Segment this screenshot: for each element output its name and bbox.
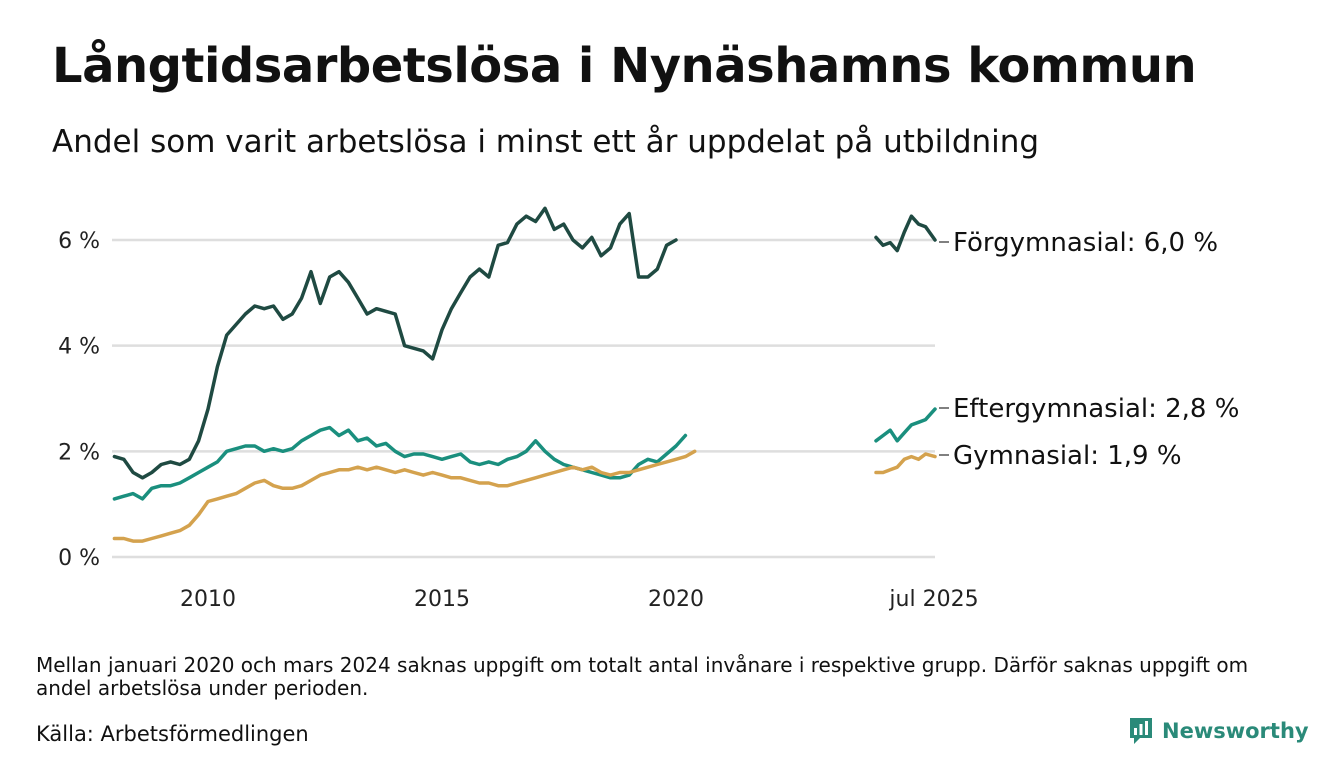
x-tick-label: jul 2025	[888, 587, 978, 612]
x-tick-label: 2015	[414, 587, 470, 612]
end-label-förgymnasial: Förgymnasial: 6,0 %	[953, 228, 1218, 258]
series-line-eftergymnasial	[874, 407, 937, 443]
newsworthy-logo-icon	[1130, 718, 1152, 744]
series-lines	[112, 206, 937, 543]
y-axis-ticks: 0 % 2 % 4 % 6 %	[58, 229, 100, 571]
series-line-förgymnasial	[874, 214, 937, 253]
series-line-gymnasial	[112, 449, 697, 543]
end-label-gymnasial: Gymnasial: 1,9 %	[953, 441, 1182, 471]
y-tick-label: 0 %	[58, 546, 100, 571]
footnote: Mellan januari 2020 och mars 2024 saknas…	[36, 653, 1249, 700]
grid-lines	[112, 238, 935, 559]
chart-title: Långtidsarbetslösa i Nynäshamns kommun	[52, 38, 1197, 94]
brand-name: Newsworthy	[1162, 719, 1309, 743]
chart-subtitle: Andel som varit arbetslösa i minst ett å…	[52, 124, 1040, 160]
y-tick-label: 6 %	[58, 229, 100, 254]
end-label-eftergymnasial: Eftergymnasial: 2,8 %	[953, 394, 1239, 424]
line-chart: 0 % 2 % 4 % 6 % 2010 2015 2020 jul 2025 Förgym…	[58, 206, 1239, 612]
source-text: Källa: Arbetsförmedlingen	[36, 722, 309, 746]
y-tick-label: 2 %	[58, 440, 100, 465]
series-line-förgymnasial	[112, 206, 678, 480]
series-line-eftergymnasial	[112, 425, 688, 501]
x-tick-label: 2010	[180, 587, 236, 612]
x-axis-ticks: 2010 2015 2020 jul 2025	[180, 587, 979, 612]
y-tick-label: 4 %	[58, 335, 100, 360]
series-line-gymnasial	[874, 452, 937, 475]
end-labels: Förgymnasial: 6,0 % Eftergymnasial: 2,8 %…	[939, 228, 1239, 471]
brand-logo[interactable]: Newsworthy	[1128, 716, 1309, 746]
x-tick-label: 2020	[648, 587, 704, 612]
